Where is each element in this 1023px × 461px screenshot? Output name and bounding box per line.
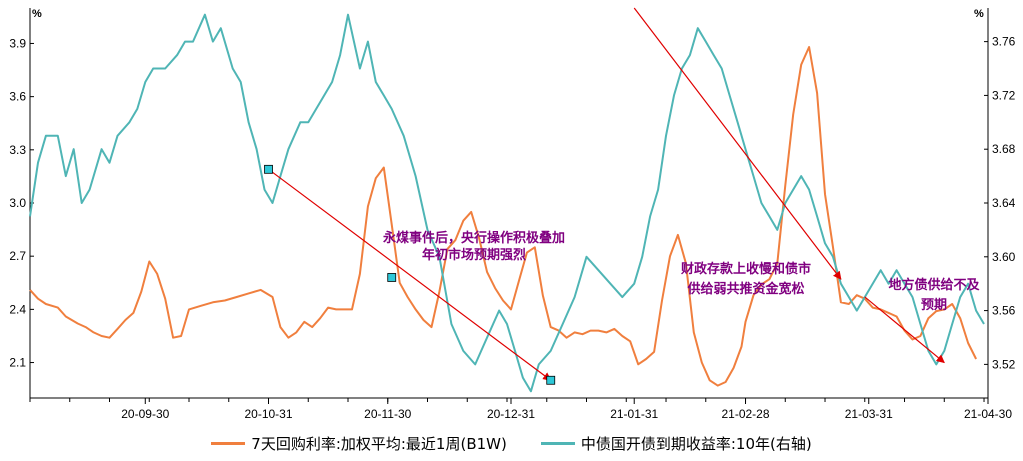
annotation-text: 年初市场预期强烈	[422, 247, 526, 263]
legend-swatch-repo	[211, 441, 246, 445]
annotation-text: 地方债供给不及	[888, 277, 980, 293]
right-tick-label: 3.60	[992, 250, 1016, 264]
right-tick-label: 3.76	[992, 35, 1016, 49]
x-tick-label: 20-12-31	[487, 407, 535, 421]
x-tick-label: 21-02-28	[721, 407, 769, 421]
right-tick-label: 3.64	[992, 196, 1016, 210]
right-tick-label: 3.72	[992, 88, 1016, 102]
legend-label-repo: 7天回购利率:加权平均:最近1周(B1W)	[251, 434, 507, 453]
x-tick-label: 20-10-31	[244, 407, 292, 421]
left-tick-label: 2.1	[9, 356, 26, 370]
series-line-cdb-yield	[29, 13, 985, 393]
right-tick-label: 3.56	[992, 304, 1016, 318]
right-axis-unit: %	[974, 8, 984, 20]
left-tick-label: 3.3	[9, 143, 26, 157]
legend-item-cdb: 中债国开债到期收益率:10年(右轴)	[540, 433, 812, 454]
arrow-handle	[264, 164, 273, 174]
annotation-arrow-local-bond	[864, 296, 945, 364]
left-tick-label: 2.7	[9, 249, 26, 263]
x-tick-label: 20-11-30	[364, 407, 411, 421]
legend-label-cdb: 中债国开债到期收益率:10年(右轴)	[580, 434, 812, 453]
x-tick-label: 21-04-30	[964, 407, 1012, 421]
axes-layer	[29, 8, 989, 404]
label-layer: % % 2.1 2.4 2.7 3.0 3.3 3.6 3.9 3.52 3.56 3.60 3.64 3…	[9, 8, 1015, 421]
annotation-text: 预期	[921, 298, 947, 313]
x-tick-label: 21-03-31	[845, 407, 893, 421]
annotation-layer: 永煤事件后，央行操作积极叠加年初市场预期强烈财政存款上收慢和债市供给弱共推资金宽…	[264, 7, 980, 385]
left-axis-unit: %	[32, 8, 42, 20]
annotation-text: 财政存款上收慢和债市	[681, 261, 811, 277]
arrow-handle	[387, 273, 397, 282]
left-tick-label: 3.6	[9, 90, 26, 104]
left-tick-label: 2.4	[9, 302, 26, 316]
legend-item-repo: 7天回购利率:加权平均:最近1周(B1W)	[211, 433, 507, 454]
series-layer	[29, 13, 985, 393]
legend: 7天回购利率:加权平均:最近1周(B1W) 中债国开债到期收益率:10年(右轴)	[0, 428, 1023, 458]
right-tick-label: 3.52	[992, 357, 1016, 371]
left-tick-label: 3.0	[9, 196, 26, 210]
annotation-text: 永煤事件后，央行操作积极叠加	[382, 230, 565, 246]
x-tick-label: 20-09-30	[121, 407, 169, 421]
chart: 永煤事件后，央行操作积极叠加年初市场预期强烈财政存款上收慢和债市供给弱共推资金宽…	[9, 7, 1016, 421]
left-tick-label: 3.9	[9, 36, 26, 50]
annotation-arrow-fiscal	[633, 7, 842, 280]
right-tick-label: 3.68	[992, 142, 1016, 156]
x-tick-label: 21-01-31	[610, 407, 658, 421]
annotation-arrow-yongmei	[268, 168, 552, 381]
legend-swatch-cdb	[540, 441, 575, 445]
arrow-handle	[546, 375, 556, 385]
annotation-text: 供给弱共推资金宽松	[686, 281, 804, 297]
series-line-repo-rate	[29, 46, 977, 387]
